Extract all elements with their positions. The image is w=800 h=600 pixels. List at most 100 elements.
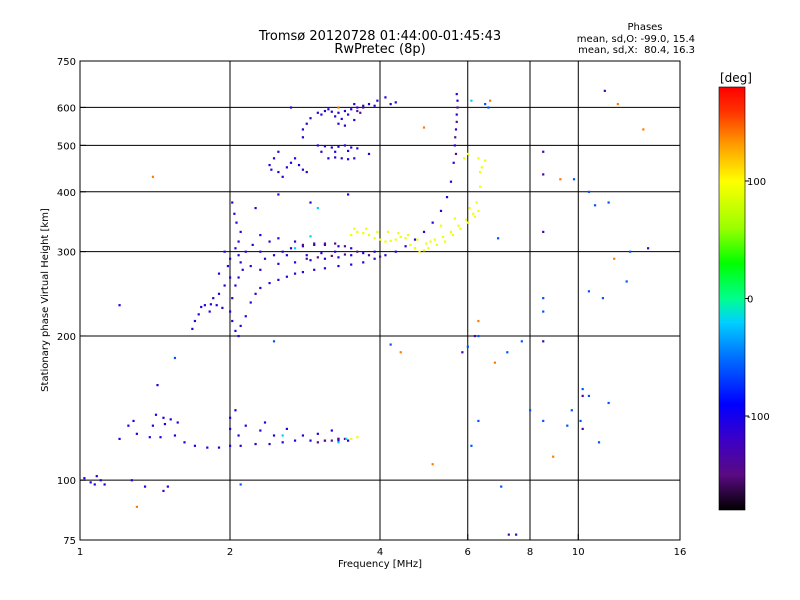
- echo-point: [529, 409, 532, 412]
- phases-x-stats: mean, sd,X: 80.4, 16.3: [578, 45, 695, 56]
- echo-point: [173, 434, 177, 437]
- colorbar: [deg] 100 0 -100: [718, 71, 770, 511]
- echo-point: [579, 419, 582, 423]
- echo-point: [346, 149, 350, 153]
- echo-point: [234, 247, 237, 250]
- echo-point: [480, 166, 483, 169]
- echo-point: [603, 89, 606, 92]
- echo-point: [320, 150, 323, 153]
- echo-point: [431, 463, 434, 466]
- echo-point: [607, 401, 610, 405]
- echo-point: [237, 334, 240, 338]
- x-tick-label: 10: [572, 547, 585, 558]
- echo-point: [330, 439, 333, 442]
- echo-point: [350, 263, 353, 266]
- echo-point: [581, 387, 584, 391]
- echo-point: [384, 254, 387, 257]
- echo-point: [343, 109, 347, 113]
- echo-point: [233, 212, 236, 215]
- echo-point: [217, 446, 221, 449]
- y-tick-label: 600: [57, 103, 76, 114]
- echo-point: [301, 243, 305, 246]
- echo-point: [601, 297, 605, 300]
- echo-point: [441, 235, 445, 239]
- echo-point: [334, 250, 337, 253]
- echo-point: [235, 221, 238, 224]
- echo-point: [127, 424, 130, 427]
- echo-point: [346, 193, 350, 196]
- echo-point: [542, 419, 545, 423]
- echo-point: [305, 122, 308, 125]
- echo-point: [542, 310, 545, 313]
- echo-point: [327, 108, 330, 111]
- x-tick-label: 1: [77, 547, 83, 558]
- echo-point: [404, 245, 407, 248]
- echo-point: [362, 252, 365, 255]
- echo-point: [173, 356, 177, 360]
- echo-point: [367, 233, 371, 237]
- echo-point: [268, 163, 271, 167]
- echo-point: [454, 152, 458, 156]
- echo-point: [237, 254, 240, 257]
- echo-point: [330, 110, 333, 113]
- echo-point: [463, 157, 466, 160]
- echo-point: [477, 157, 480, 160]
- echo-point: [229, 444, 232, 447]
- echo-point: [226, 264, 230, 268]
- echo-point: [399, 235, 402, 239]
- echo-point: [542, 230, 545, 233]
- echo-point: [422, 230, 426, 233]
- echo-point: [343, 253, 347, 256]
- echo-point: [316, 256, 319, 259]
- echo-point: [581, 427, 584, 431]
- echo-point: [237, 434, 240, 437]
- echo-point: [367, 152, 371, 156]
- echo-point: [151, 175, 155, 178]
- echo-point: [301, 270, 305, 274]
- echo-point: [367, 254, 371, 257]
- echo-point: [389, 239, 392, 243]
- echo-point: [439, 209, 443, 213]
- echo-point: [593, 204, 597, 207]
- echo-point: [135, 505, 138, 508]
- echo-point: [456, 99, 459, 102]
- echo-point: [285, 166, 288, 169]
- echo-point: [642, 128, 645, 131]
- echo-point: [367, 102, 371, 106]
- echo-point: [542, 173, 545, 176]
- chart-subtitle: RwPretec (8p): [334, 42, 425, 57]
- echo-point: [625, 280, 628, 283]
- echo-point: [489, 99, 492, 102]
- echo-point: [154, 413, 158, 416]
- echo-point: [552, 455, 555, 458]
- echo-point: [244, 424, 247, 427]
- echo-point: [566, 424, 569, 427]
- echo-point: [241, 268, 244, 271]
- echo-point: [570, 409, 573, 412]
- echo-point: [268, 240, 271, 243]
- x-tick-label: 16: [674, 547, 687, 558]
- echo-point: [353, 227, 356, 230]
- echo-point: [459, 227, 462, 230]
- echo-point: [272, 434, 276, 437]
- echo-point: [431, 221, 434, 224]
- echo-point: [259, 233, 262, 237]
- echo-point: [572, 178, 576, 181]
- echo-point: [163, 422, 167, 426]
- echo-point: [231, 201, 234, 204]
- echo-point: [281, 441, 284, 444]
- echo-point: [384, 240, 387, 243]
- echo-point: [542, 150, 545, 153]
- echo-point: [439, 224, 443, 227]
- echo-point: [239, 261, 242, 264]
- echo-point: [427, 247, 430, 250]
- echo-point: [89, 481, 92, 484]
- echo-point: [135, 432, 138, 435]
- echo-point: [229, 416, 232, 419]
- echo-point: [356, 250, 359, 253]
- echo-point: [130, 479, 133, 482]
- echo-point: [470, 99, 473, 102]
- echo-point: [320, 252, 323, 255]
- echo-point: [193, 319, 197, 323]
- echo-point: [466, 221, 469, 224]
